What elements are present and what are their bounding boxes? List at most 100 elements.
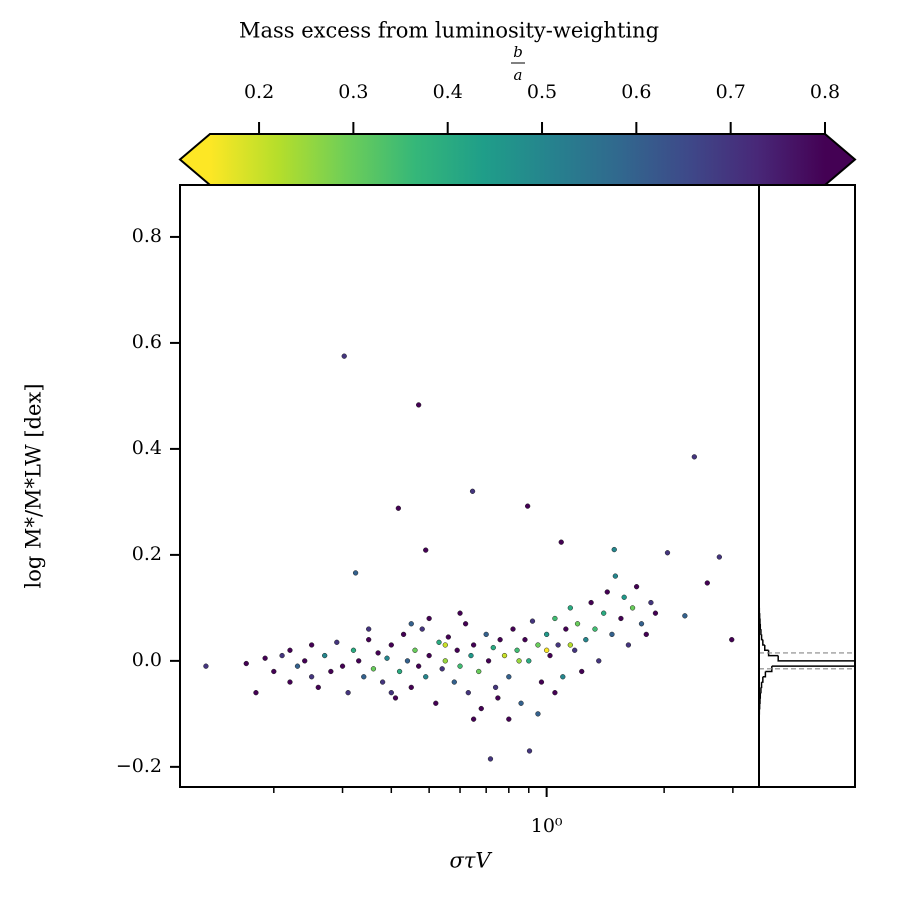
- y-tick-label: 0.4: [132, 437, 162, 459]
- hist-step: [762, 671, 767, 678]
- point: [535, 642, 541, 648]
- point: [262, 655, 268, 661]
- colorbar-tick-label: 0.3: [338, 81, 368, 103]
- hist-step: [761, 676, 764, 683]
- point: [495, 695, 501, 701]
- point: [604, 589, 610, 595]
- point: [328, 668, 334, 675]
- point: [470, 716, 477, 722]
- point: [462, 621, 469, 627]
- hist-step: [760, 629, 762, 636]
- point: [243, 660, 249, 667]
- point: [664, 550, 671, 556]
- point: [501, 652, 508, 659]
- point: [294, 663, 301, 669]
- point: [638, 621, 645, 627]
- point: [492, 684, 499, 691]
- point: [506, 674, 512, 680]
- point: [350, 647, 357, 653]
- point: [356, 658, 362, 664]
- point: [345, 690, 351, 696]
- point: [322, 652, 328, 659]
- x-tick-label: 10⁰: [531, 815, 563, 837]
- point: [611, 546, 617, 553]
- point: [457, 610, 463, 616]
- point: [552, 690, 558, 696]
- point: [396, 668, 403, 675]
- colorbar-tick-label: 0.2: [244, 81, 274, 103]
- hist-step: [777, 655, 855, 662]
- point: [315, 684, 321, 691]
- point: [592, 626, 598, 632]
- point: [457, 663, 463, 669]
- point: [518, 700, 524, 706]
- point: [445, 634, 451, 640]
- point: [476, 668, 482, 675]
- point: [379, 679, 386, 685]
- point: [643, 631, 649, 638]
- point: [510, 626, 516, 632]
- point: [691, 454, 697, 460]
- point: [287, 647, 293, 653]
- point: [419, 626, 425, 632]
- point: [716, 554, 722, 560]
- point: [579, 668, 585, 675]
- point: [538, 679, 545, 685]
- point: [370, 666, 377, 672]
- point: [415, 663, 422, 669]
- point: [408, 621, 414, 627]
- x-axis-label: στV: [449, 849, 492, 873]
- point: [567, 605, 573, 611]
- point: [560, 674, 566, 680]
- point: [404, 658, 411, 664]
- point: [451, 679, 457, 685]
- colorbar-extend-high: [825, 134, 855, 185]
- point: [361, 674, 367, 680]
- point: [588, 599, 594, 606]
- point: [682, 613, 688, 619]
- point: [583, 637, 589, 643]
- point: [524, 503, 531, 509]
- point: [433, 700, 439, 706]
- point: [487, 756, 494, 762]
- point: [704, 580, 710, 586]
- colorbar-tick-label: 0.8: [810, 81, 840, 103]
- point: [436, 639, 442, 645]
- point: [543, 647, 550, 653]
- point: [395, 505, 402, 511]
- point: [543, 631, 550, 638]
- point: [287, 679, 293, 685]
- point: [442, 642, 448, 648]
- point: [506, 716, 512, 722]
- point: [439, 666, 445, 672]
- hist-step: [767, 650, 779, 657]
- point: [485, 658, 492, 664]
- colorbar-label-denominator: a: [514, 66, 523, 84]
- point: [352, 570, 359, 576]
- point: [497, 637, 503, 643]
- point: [423, 547, 429, 553]
- point: [609, 631, 615, 638]
- point: [574, 621, 581, 627]
- point: [648, 599, 654, 606]
- hist-step: [765, 666, 773, 673]
- point: [555, 642, 561, 648]
- point: [552, 615, 558, 622]
- point: [408, 684, 414, 691]
- point: [426, 615, 432, 622]
- point: [279, 652, 285, 659]
- point: [535, 711, 541, 717]
- point: [547, 652, 553, 659]
- point: [384, 655, 390, 661]
- y-tick-label: 0.2: [132, 543, 162, 565]
- hist-step: [764, 644, 769, 652]
- point: [490, 644, 496, 651]
- point: [469, 488, 476, 494]
- y-axis-label: log M*/M*LW [dex]: [22, 383, 46, 588]
- point: [629, 605, 636, 611]
- colorbar-tick-label: 0.4: [433, 81, 463, 103]
- point: [621, 594, 627, 600]
- hist-step: [760, 687, 762, 694]
- point: [572, 647, 578, 653]
